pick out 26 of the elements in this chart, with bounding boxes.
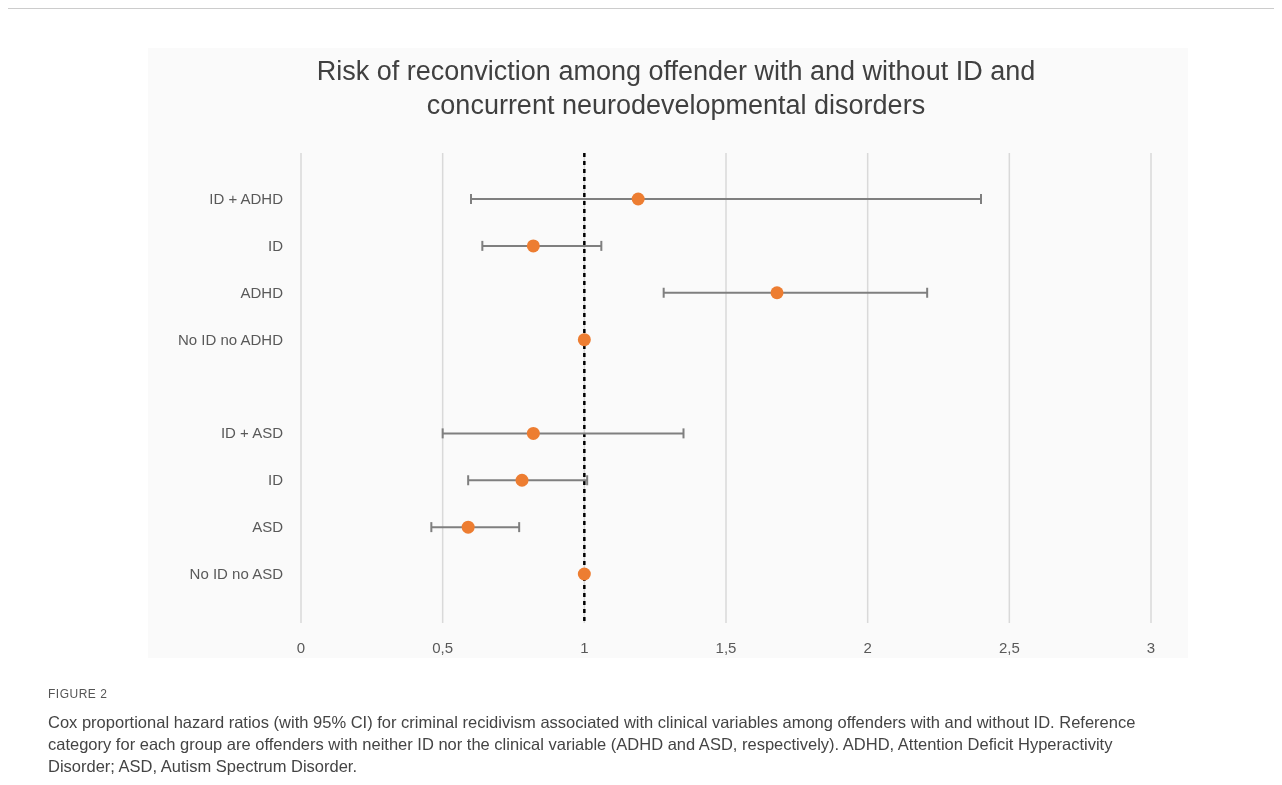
point (577, 333, 591, 347)
chart-title: Risk of reconviction among offender with and without ID and concurrent neurodevelopmental disorders (316, 56, 1036, 120)
point (515, 473, 529, 487)
point (577, 567, 591, 581)
caption: FIGURE 2 (48, 687, 108, 701)
x-tick-label: 2,5 (998, 639, 1020, 656)
y-tick-label: ASD (252, 518, 284, 536)
y-tick-label: No ID no ASD (189, 565, 284, 582)
y-tick-label: ID (268, 471, 284, 489)
point (526, 239, 540, 253)
x-tick-label: 3 (1146, 639, 1156, 656)
y-tick-label: ID + ASD (220, 424, 284, 442)
point (770, 286, 784, 300)
point (631, 192, 645, 206)
y-tick-label: ADHD (240, 283, 284, 301)
text: Cox proportional hazard ratios (with 95% CI) for criminal recidivism associated with clinical variables among offenders with and without ID. Reference category for each group are offenders with neither ID nor the clinical variable (ADHD and ASD, respectively). ADHD, Attention Deficit Hyperactivity Disorder; ASD, Autism Spectrum Disorder. (48, 713, 1136, 775)
x-tick-label: 0,5 (432, 639, 454, 656)
x-tick-label: 0 (296, 639, 306, 656)
point (526, 426, 540, 440)
x-tick-label: 1,5 (715, 639, 737, 656)
y-tick-label: ID (268, 236, 284, 254)
point (461, 520, 475, 534)
y-tick-label: ID + ADHD (209, 190, 284, 207)
y-tick-label: No ID no ADHD (177, 330, 284, 348)
x-tick-label: 2 (863, 639, 872, 656)
x-tick-label: 1 (580, 639, 589, 656)
